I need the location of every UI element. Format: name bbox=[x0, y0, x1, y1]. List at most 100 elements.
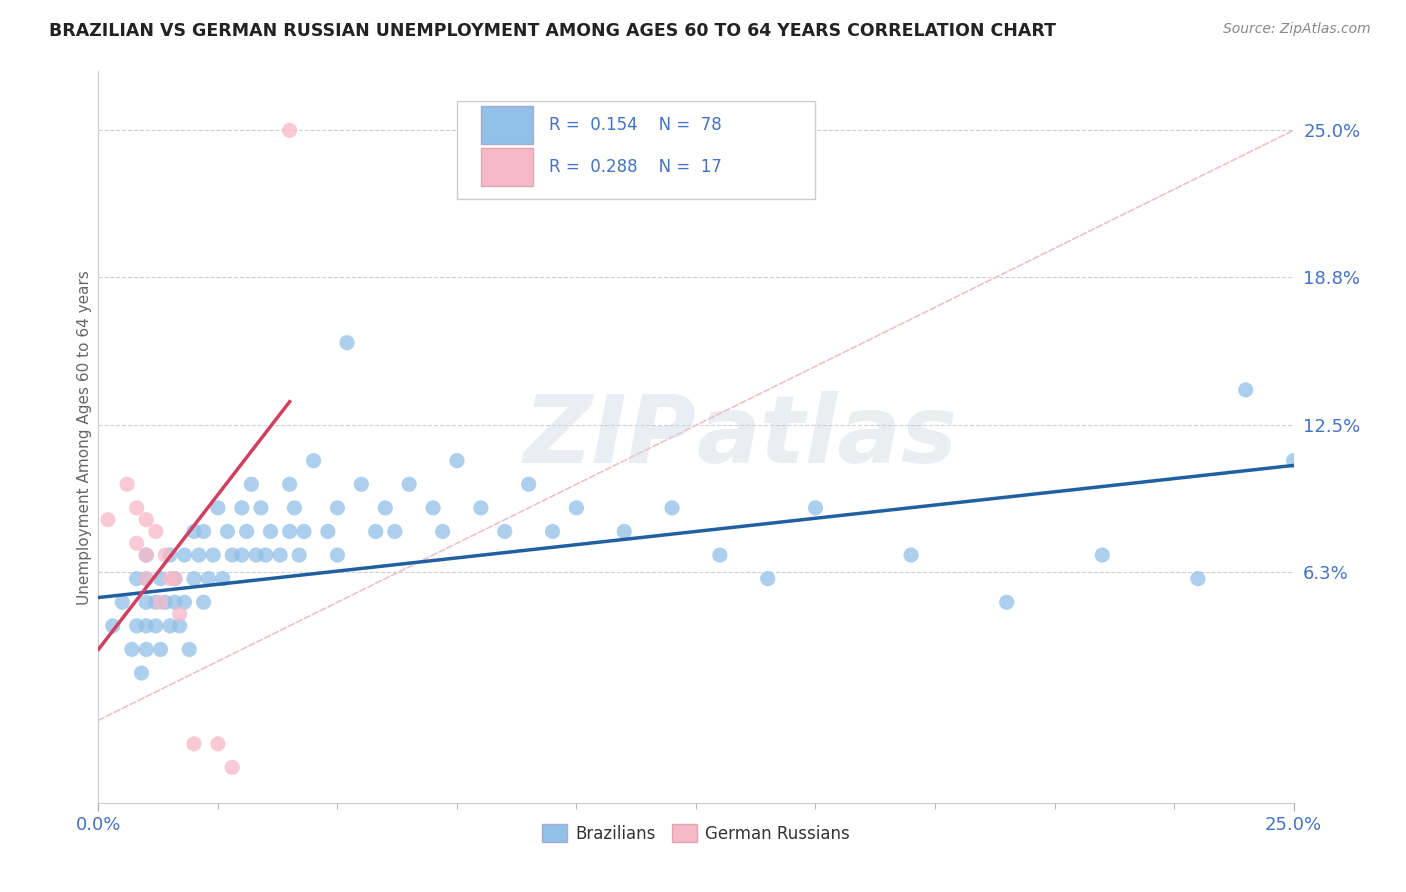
Point bbox=[1282, 453, 1305, 467]
Point bbox=[193, 524, 215, 539]
Point bbox=[135, 595, 157, 609]
Point bbox=[207, 737, 229, 751]
Point bbox=[125, 619, 148, 633]
FancyBboxPatch shape bbox=[457, 101, 815, 200]
Point bbox=[183, 737, 205, 751]
Point bbox=[995, 595, 1018, 609]
Point bbox=[613, 524, 636, 539]
Point bbox=[278, 477, 301, 491]
Legend: Brazilians, German Russians: Brazilians, German Russians bbox=[536, 818, 856, 849]
Point bbox=[159, 572, 181, 586]
Point bbox=[336, 335, 359, 350]
Point bbox=[302, 453, 325, 467]
Point bbox=[202, 548, 225, 562]
Point bbox=[125, 572, 148, 586]
Point bbox=[374, 500, 396, 515]
Point bbox=[240, 477, 263, 491]
Point bbox=[169, 619, 191, 633]
Point bbox=[135, 548, 157, 562]
Point bbox=[163, 572, 186, 586]
Point bbox=[278, 123, 301, 137]
Point bbox=[169, 607, 191, 621]
Point bbox=[292, 524, 315, 539]
Point bbox=[470, 500, 492, 515]
Point bbox=[250, 500, 273, 515]
Point bbox=[1234, 383, 1257, 397]
Point bbox=[159, 619, 181, 633]
Point bbox=[217, 524, 239, 539]
Point bbox=[193, 595, 215, 609]
Point bbox=[155, 548, 177, 562]
Point bbox=[316, 524, 339, 539]
Point bbox=[145, 524, 167, 539]
Point bbox=[565, 500, 588, 515]
Point bbox=[149, 642, 172, 657]
Point bbox=[422, 500, 444, 515]
Point bbox=[1187, 572, 1209, 586]
Point bbox=[211, 572, 233, 586]
Point bbox=[163, 595, 186, 609]
Text: atlas: atlas bbox=[696, 391, 957, 483]
Point bbox=[131, 666, 153, 681]
Point bbox=[135, 642, 157, 657]
Point bbox=[115, 477, 138, 491]
Point bbox=[235, 524, 257, 539]
Text: R =  0.288    N =  17: R = 0.288 N = 17 bbox=[548, 158, 721, 177]
Point bbox=[173, 548, 195, 562]
Point bbox=[179, 642, 201, 657]
Point bbox=[197, 572, 219, 586]
Point bbox=[398, 477, 420, 491]
FancyBboxPatch shape bbox=[481, 148, 533, 186]
Point bbox=[155, 595, 177, 609]
Text: R =  0.154    N =  78: R = 0.154 N = 78 bbox=[548, 116, 721, 134]
Y-axis label: Unemployment Among Ages 60 to 64 years: Unemployment Among Ages 60 to 64 years bbox=[77, 269, 91, 605]
Point bbox=[135, 572, 157, 586]
Point bbox=[384, 524, 406, 539]
Point bbox=[231, 500, 253, 515]
Point bbox=[221, 548, 243, 562]
Point bbox=[135, 548, 157, 562]
Point bbox=[183, 524, 205, 539]
Point bbox=[245, 548, 267, 562]
Point bbox=[288, 548, 311, 562]
Point bbox=[1091, 548, 1114, 562]
Point bbox=[121, 642, 143, 657]
Point bbox=[709, 548, 731, 562]
Point bbox=[135, 572, 157, 586]
Point bbox=[494, 524, 516, 539]
Text: ZIP: ZIP bbox=[523, 391, 696, 483]
Point bbox=[804, 500, 827, 515]
Point bbox=[259, 524, 281, 539]
Point bbox=[173, 595, 195, 609]
Point bbox=[135, 619, 157, 633]
Point bbox=[231, 548, 253, 562]
Text: BRAZILIAN VS GERMAN RUSSIAN UNEMPLOYMENT AMONG AGES 60 TO 64 YEARS CORRELATION C: BRAZILIAN VS GERMAN RUSSIAN UNEMPLOYMENT… bbox=[49, 22, 1056, 40]
Point bbox=[207, 500, 229, 515]
Point bbox=[149, 595, 172, 609]
Point bbox=[125, 500, 148, 515]
Point bbox=[125, 536, 148, 550]
Point bbox=[163, 572, 186, 586]
Point bbox=[149, 572, 172, 586]
Point bbox=[187, 548, 209, 562]
Point bbox=[145, 595, 167, 609]
Point bbox=[183, 572, 205, 586]
Point bbox=[269, 548, 291, 562]
Point bbox=[364, 524, 387, 539]
Point bbox=[97, 513, 120, 527]
Point bbox=[283, 500, 305, 515]
Point bbox=[541, 524, 564, 539]
Point bbox=[350, 477, 373, 491]
Point bbox=[432, 524, 454, 539]
Point bbox=[111, 595, 134, 609]
Point bbox=[517, 477, 540, 491]
Point bbox=[900, 548, 922, 562]
Point bbox=[159, 548, 181, 562]
Point bbox=[661, 500, 683, 515]
Point bbox=[221, 760, 243, 774]
Point bbox=[135, 513, 157, 527]
Point bbox=[101, 619, 124, 633]
Text: Source: ZipAtlas.com: Source: ZipAtlas.com bbox=[1223, 22, 1371, 37]
Point bbox=[278, 524, 301, 539]
Point bbox=[326, 548, 349, 562]
